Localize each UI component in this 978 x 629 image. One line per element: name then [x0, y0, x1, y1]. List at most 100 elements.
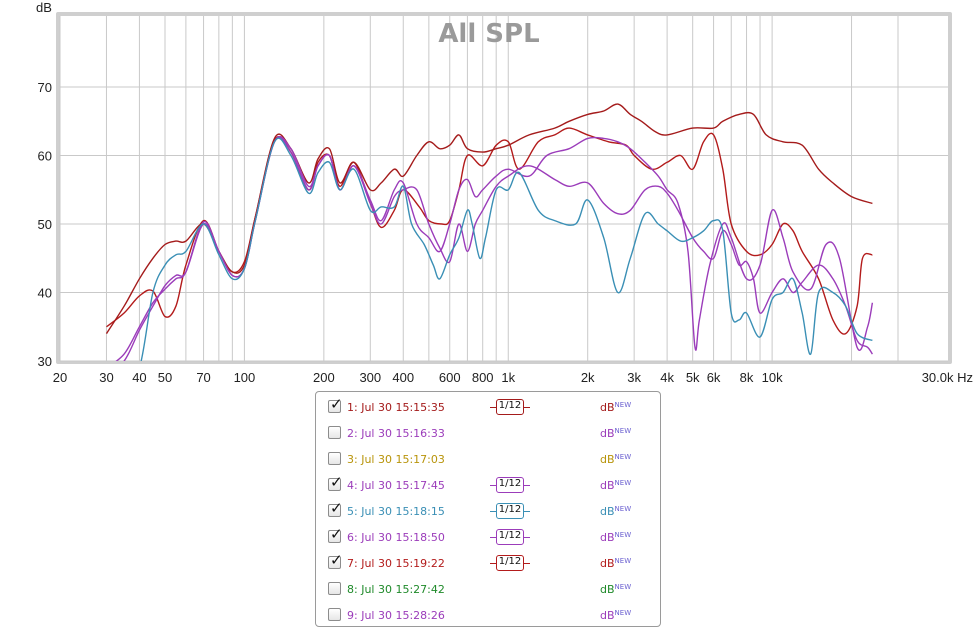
db-offset-button[interactable]: dBNEW	[600, 479, 631, 492]
y-tick-label: 50	[38, 217, 52, 232]
db-offset-button[interactable]: dBNEW	[600, 401, 631, 414]
series-line-1	[105, 103, 873, 334]
smoothing-button[interactable]: 1/12	[490, 503, 530, 519]
smoothing-line-left	[490, 563, 496, 564]
x-tick-label: 800	[472, 370, 494, 385]
grid-lines	[59, 16, 948, 362]
x-tick-label: 400	[392, 370, 414, 385]
db-offset-button[interactable]: dBNEW	[600, 531, 631, 544]
legend-item-label[interactable]: 9: Jul 30 15:28:26	[347, 609, 445, 622]
smoothing-line-right	[524, 485, 530, 486]
legend-item: ✓ 6: Jul 30 15:18:50 1/12 dBNEW	[316, 524, 660, 550]
checkmark-icon: ✓	[330, 499, 343, 517]
legend-item: ✓ 1: Jul 30 15:15:35 1/12 dBNEW	[316, 394, 660, 420]
series-layer	[105, 103, 874, 361]
legend-checkbox[interactable]: ✓	[328, 500, 343, 517]
x-tick-label: 50	[158, 370, 172, 385]
checkmark-icon: ✓	[330, 473, 343, 491]
smoothing-button[interactable]: 1/12	[490, 477, 530, 493]
legend-item: 3: Jul 30 15:17:03 dBNEW	[316, 446, 660, 472]
smoothing-label: 1/12	[498, 504, 522, 515]
x-tick-label: 3k	[627, 370, 641, 385]
x-tick-label: 2k	[581, 370, 595, 385]
legend-checkbox[interactable]	[328, 426, 341, 439]
new-badge: NEW	[614, 557, 632, 565]
x-tick-label: 40	[132, 370, 146, 385]
y-axis-label: dB	[36, 0, 52, 15]
legend-item-label[interactable]: 6: Jul 30 15:18:50	[347, 531, 445, 544]
new-badge: NEW	[614, 479, 632, 487]
legend-checkbox[interactable]	[328, 608, 341, 621]
x-tick-label: 5k	[686, 370, 700, 385]
legend-checkbox[interactable]: ✓	[328, 552, 343, 569]
x-tick-label: 30.0k Hz	[922, 370, 973, 385]
legend-item-label[interactable]: 7: Jul 30 15:19:22	[347, 557, 445, 570]
x-tick-label: 200	[313, 370, 335, 385]
x-tick-label: 4k	[660, 370, 674, 385]
smoothing-box	[496, 399, 524, 415]
db-offset-button[interactable]: dBNEW	[600, 583, 631, 596]
checkmark-icon: ✓	[330, 395, 343, 413]
legend-item: ✓ 5: Jul 30 15:18:15 1/12 dBNEW	[316, 498, 660, 524]
legend-item-label[interactable]: 8: Jul 30 15:27:42	[347, 583, 445, 596]
smoothing-line-right	[524, 407, 530, 408]
legend-item: ✓ 7: Jul 30 15:19:22 1/12 dBNEW	[316, 550, 660, 576]
db-label: dB	[600, 583, 615, 596]
smoothing-button[interactable]: 1/12	[490, 529, 530, 545]
y-tick-label: 40	[38, 286, 52, 301]
x-tick-label: 30	[99, 370, 113, 385]
legend-item: ✓ 4: Jul 30 15:17:45 1/12 dBNEW	[316, 472, 660, 498]
smoothing-line-right	[524, 511, 530, 512]
legend-panel: ✓ 1: Jul 30 15:15:35 1/12 dBNEW 2: Jul 30 15…	[315, 391, 661, 627]
db-label: dB	[600, 401, 615, 414]
db-label: dB	[600, 531, 615, 544]
smoothing-label: 1/12	[498, 530, 522, 541]
legend-checkbox[interactable]	[328, 582, 341, 595]
legend-checkbox[interactable]: ✓	[328, 474, 343, 491]
y-tick-label: 60	[38, 149, 52, 164]
new-badge: NEW	[614, 427, 632, 435]
db-offset-button[interactable]: dBNEW	[600, 427, 631, 440]
x-tick-label: 20	[53, 370, 67, 385]
y-tick-labels: 30 40 50 60 70	[38, 80, 52, 369]
smoothing-box	[496, 477, 524, 493]
db-offset-button[interactable]: dBNEW	[600, 609, 631, 622]
db-label: dB	[600, 609, 615, 622]
smoothing-label: 1/12	[498, 556, 522, 567]
legend-item-label[interactable]: 4: Jul 30 15:17:45	[347, 479, 445, 492]
legend-checkbox[interactable]: ✓	[328, 526, 343, 543]
series-line-5	[140, 137, 873, 361]
smoothing-label: 1/12	[498, 478, 522, 489]
new-badge: NEW	[614, 531, 632, 539]
new-badge: NEW	[614, 609, 632, 617]
legend-checkbox[interactable]	[328, 452, 341, 465]
legend-item: 8: Jul 30 15:27:42 dBNEW	[316, 576, 660, 602]
db-offset-button[interactable]: dBNEW	[600, 453, 631, 466]
legend-item-label[interactable]: 2: Jul 30 15:16:33	[347, 427, 445, 440]
legend-item-label[interactable]: 5: Jul 30 15:18:15	[347, 505, 445, 518]
db-label: dB	[600, 505, 615, 518]
db-offset-button[interactable]: dBNEW	[600, 557, 631, 570]
legend-item-label[interactable]: 3: Jul 30 15:17:03	[347, 453, 445, 466]
smoothing-button[interactable]: 1/12	[490, 399, 530, 415]
smoothing-label: 1/12	[498, 400, 522, 411]
smoothing-line-left	[490, 537, 496, 538]
smoothing-button[interactable]: 1/12	[490, 555, 530, 571]
new-badge: NEW	[614, 401, 632, 409]
chart-title: All SPL	[438, 19, 539, 49]
x-tick-label: 10k	[762, 370, 783, 385]
db-offset-button[interactable]: dBNEW	[600, 505, 631, 518]
smoothing-line-left	[490, 485, 496, 486]
legend-item: 9: Jul 30 15:28:26 dBNEW	[316, 602, 660, 628]
y-tick-label: 30	[38, 354, 52, 369]
new-badge: NEW	[614, 583, 632, 591]
series-line-7	[106, 127, 873, 335]
db-label: dB	[600, 427, 615, 440]
legend-item-label[interactable]: 1: Jul 30 15:15:35	[347, 401, 445, 414]
db-label: dB	[600, 557, 615, 570]
x-tick-label: 8k	[740, 370, 754, 385]
x-tick-label: 70	[196, 370, 210, 385]
legend-checkbox[interactable]: ✓	[328, 396, 343, 413]
smoothing-box	[496, 555, 524, 571]
